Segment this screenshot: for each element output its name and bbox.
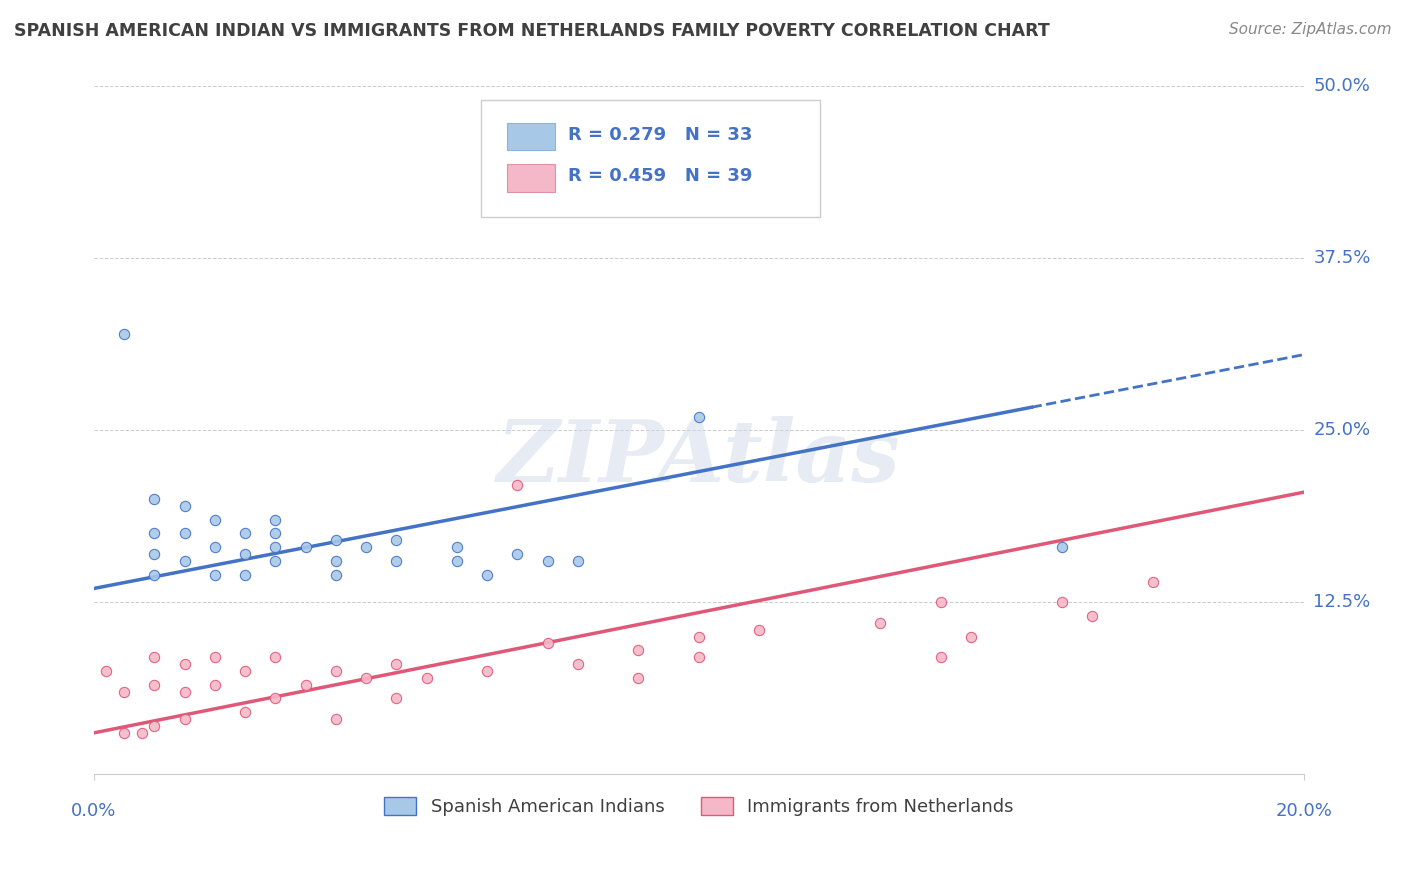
Point bbox=[233, 526, 256, 541]
Point bbox=[536, 554, 558, 568]
Point bbox=[869, 615, 891, 630]
Point bbox=[173, 554, 195, 568]
Point bbox=[112, 726, 135, 740]
Point bbox=[325, 554, 347, 568]
Point bbox=[143, 567, 166, 582]
Point bbox=[204, 678, 226, 692]
Point bbox=[748, 623, 770, 637]
Point bbox=[354, 540, 377, 554]
Point bbox=[264, 650, 287, 665]
Point bbox=[143, 719, 166, 733]
Legend: Spanish American Indians, Immigrants from Netherlands: Spanish American Indians, Immigrants fro… bbox=[377, 789, 1021, 823]
Point bbox=[143, 526, 166, 541]
Point bbox=[475, 567, 498, 582]
Point bbox=[294, 678, 316, 692]
Point bbox=[446, 540, 468, 554]
Point bbox=[173, 526, 195, 541]
Point bbox=[1142, 574, 1164, 589]
Text: 25.0%: 25.0% bbox=[1313, 421, 1371, 439]
Point bbox=[233, 664, 256, 678]
Point bbox=[475, 664, 498, 678]
Point bbox=[1050, 595, 1073, 609]
Point bbox=[94, 664, 117, 678]
Point bbox=[960, 630, 983, 644]
Text: 20.0%: 20.0% bbox=[1275, 802, 1333, 820]
Point bbox=[385, 554, 408, 568]
Text: SPANISH AMERICAN INDIAN VS IMMIGRANTS FROM NETHERLANDS FAMILY POVERTY CORRELATIO: SPANISH AMERICAN INDIAN VS IMMIGRANTS FR… bbox=[14, 22, 1050, 40]
Text: Source: ZipAtlas.com: Source: ZipAtlas.com bbox=[1229, 22, 1392, 37]
Text: 0.0%: 0.0% bbox=[72, 802, 117, 820]
Point bbox=[567, 554, 589, 568]
FancyBboxPatch shape bbox=[481, 100, 820, 217]
Point bbox=[1081, 609, 1104, 624]
Point bbox=[688, 409, 710, 424]
Point bbox=[264, 513, 287, 527]
Point bbox=[354, 671, 377, 685]
Point bbox=[325, 712, 347, 726]
Point bbox=[143, 650, 166, 665]
Point bbox=[325, 664, 347, 678]
Point bbox=[143, 678, 166, 692]
Point bbox=[112, 326, 135, 341]
Point bbox=[173, 712, 195, 726]
Point bbox=[233, 567, 256, 582]
Point bbox=[536, 636, 558, 650]
Point bbox=[264, 540, 287, 554]
Text: 37.5%: 37.5% bbox=[1313, 250, 1371, 268]
Point bbox=[929, 650, 952, 665]
FancyBboxPatch shape bbox=[506, 164, 555, 192]
Point bbox=[415, 671, 437, 685]
Point bbox=[929, 595, 952, 609]
Point bbox=[294, 540, 316, 554]
Point bbox=[173, 684, 195, 698]
Point bbox=[264, 554, 287, 568]
Point bbox=[325, 533, 347, 548]
Point bbox=[131, 726, 153, 740]
Point bbox=[233, 547, 256, 561]
Point bbox=[233, 705, 256, 719]
Text: 12.5%: 12.5% bbox=[1313, 593, 1371, 611]
Text: R = 0.279   N = 33: R = 0.279 N = 33 bbox=[568, 126, 752, 144]
Point bbox=[446, 554, 468, 568]
Point bbox=[264, 691, 287, 706]
Text: R = 0.459   N = 39: R = 0.459 N = 39 bbox=[568, 167, 752, 185]
Text: ZIPAtlas: ZIPAtlas bbox=[496, 416, 901, 500]
Point bbox=[627, 643, 650, 657]
Point bbox=[1050, 540, 1073, 554]
Point bbox=[143, 491, 166, 506]
Point bbox=[385, 533, 408, 548]
Point bbox=[385, 691, 408, 706]
Point bbox=[688, 630, 710, 644]
Point bbox=[204, 513, 226, 527]
Point bbox=[204, 650, 226, 665]
Point bbox=[173, 657, 195, 672]
Point bbox=[567, 657, 589, 672]
Point bbox=[325, 567, 347, 582]
Point bbox=[204, 540, 226, 554]
FancyBboxPatch shape bbox=[506, 123, 555, 151]
Point bbox=[385, 657, 408, 672]
Point bbox=[143, 547, 166, 561]
Point bbox=[688, 650, 710, 665]
Point bbox=[506, 547, 529, 561]
Point bbox=[204, 567, 226, 582]
Point bbox=[173, 499, 195, 513]
Text: 50.0%: 50.0% bbox=[1313, 78, 1371, 95]
Point bbox=[506, 478, 529, 492]
Point bbox=[627, 671, 650, 685]
Point bbox=[112, 684, 135, 698]
Point bbox=[264, 526, 287, 541]
